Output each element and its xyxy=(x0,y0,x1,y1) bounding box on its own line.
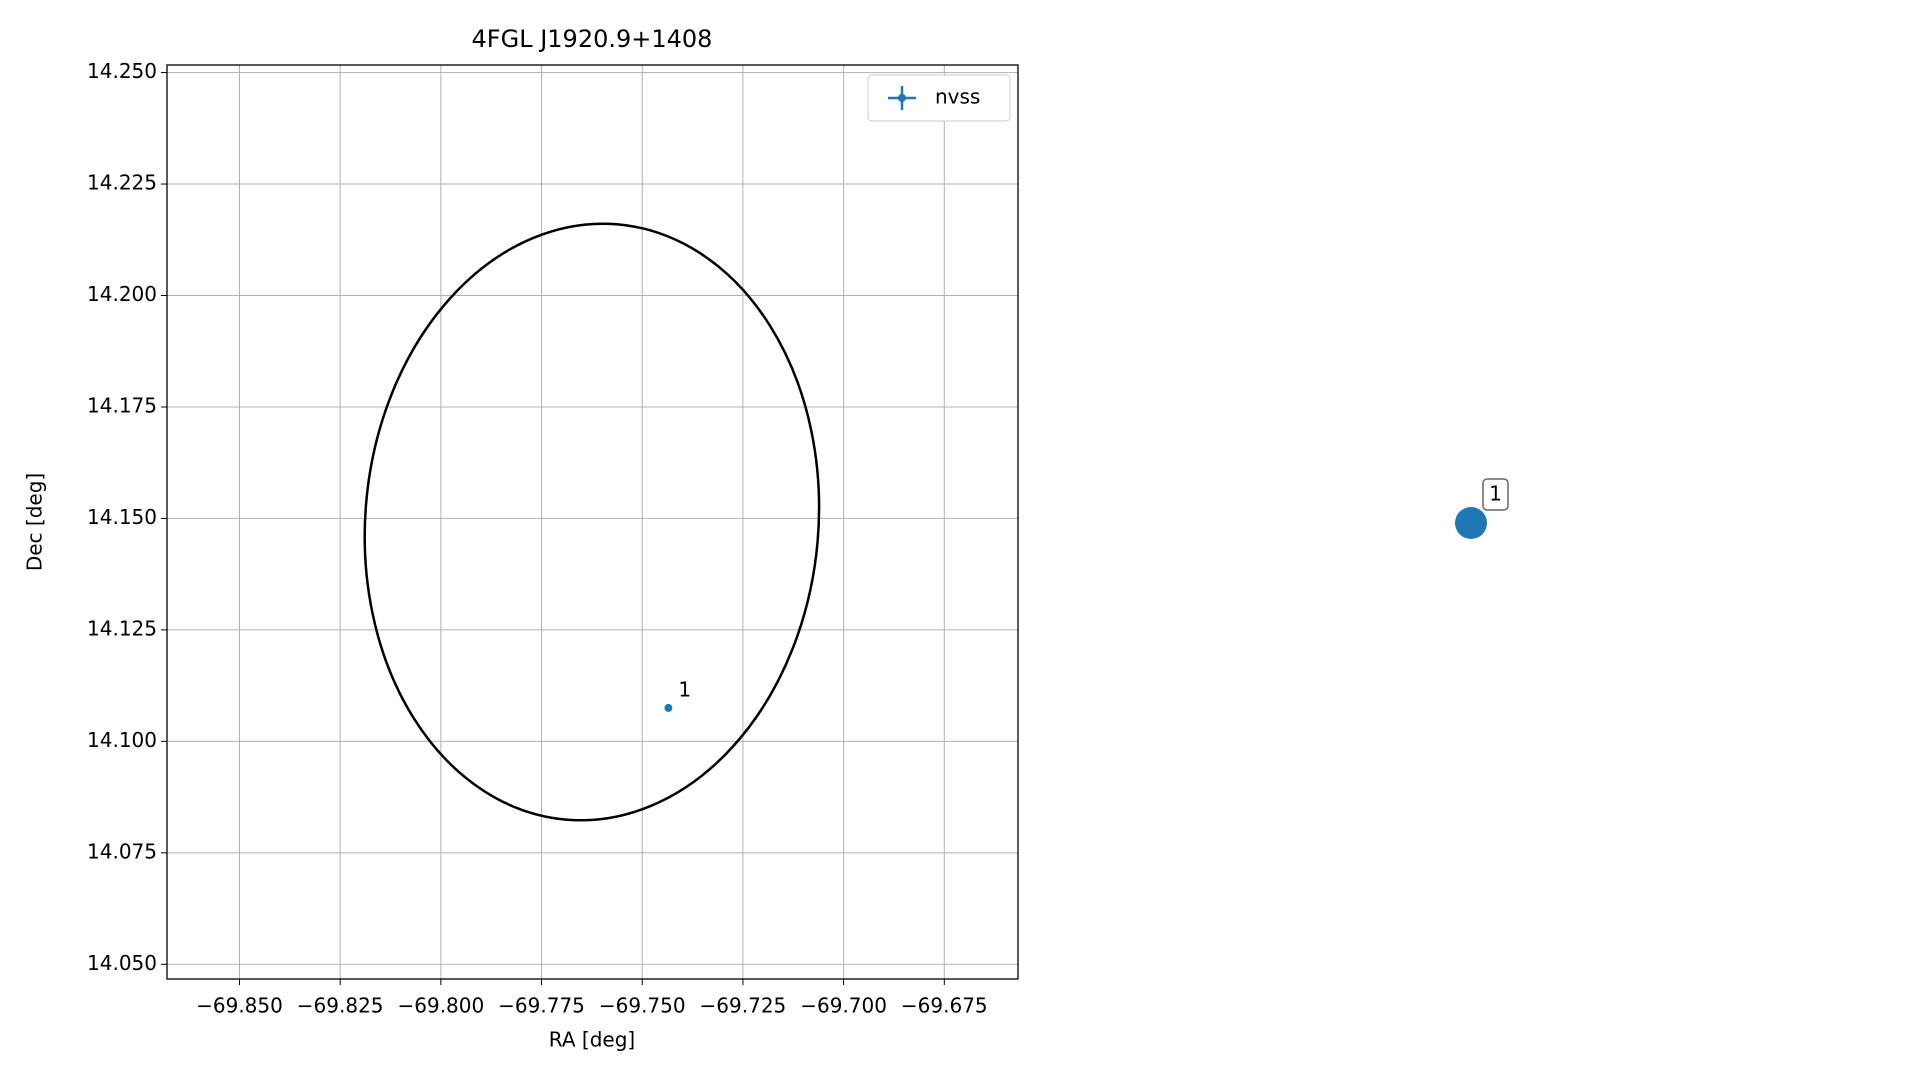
x-tick-label: −69.725 xyxy=(700,994,787,1018)
legend-label: nvss xyxy=(935,85,980,109)
y-tick-label: 14.100 xyxy=(87,728,157,752)
y-tick-label: 14.050 xyxy=(87,951,157,975)
error-ellipse xyxy=(363,222,821,822)
y-tick-label: 14.125 xyxy=(87,616,157,640)
y-tick-label: 14.200 xyxy=(87,282,157,306)
finder-label: 1 xyxy=(1489,482,1502,506)
finder-marker xyxy=(1455,507,1487,539)
y-tick-label: 14.150 xyxy=(87,505,157,529)
x-axis-label: RA [deg] xyxy=(549,1028,635,1052)
y-tick-label: 14.225 xyxy=(87,171,157,195)
x-tick-label: −69.825 xyxy=(297,994,384,1018)
plot-frame xyxy=(166,64,1019,980)
x-tick-label: −69.700 xyxy=(800,994,887,1018)
legend-marker xyxy=(898,94,906,102)
x-tick-label: −69.750 xyxy=(599,994,686,1018)
point xyxy=(664,703,673,712)
x-tick-label: −69.800 xyxy=(397,994,484,1018)
chart-title: 4FGL J1920.9+1408 xyxy=(472,25,713,53)
finder-label-box xyxy=(1482,478,1509,511)
y-axis-label: Dec [deg] xyxy=(23,473,47,571)
point-label: 1 xyxy=(678,677,691,701)
y-tick-label: 14.175 xyxy=(87,393,157,417)
y-tick-label: 14.075 xyxy=(87,839,157,863)
x-tick-label: −69.775 xyxy=(498,994,585,1018)
x-tick-label: −69.850 xyxy=(196,994,283,1018)
x-tick-label: −69.675 xyxy=(901,994,988,1018)
legend-box xyxy=(867,74,1011,122)
y-tick-label: 14.250 xyxy=(87,59,157,83)
